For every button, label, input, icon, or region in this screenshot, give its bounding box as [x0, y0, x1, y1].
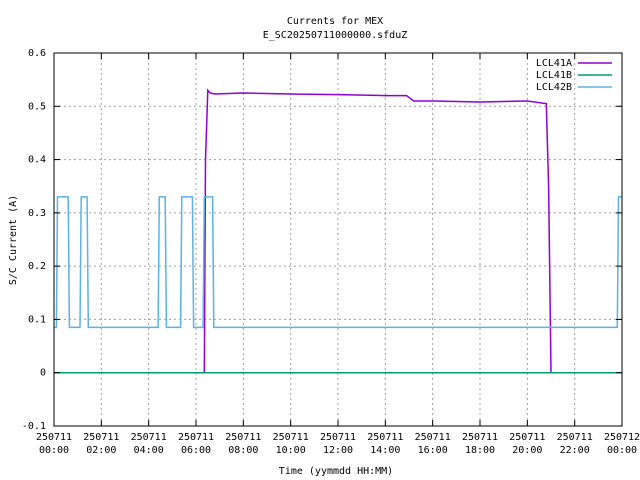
y-tick-label: 0.2: [28, 261, 46, 272]
x-tick-label-date: 250711: [273, 432, 309, 443]
legend-label: LCL41B: [536, 70, 572, 81]
y-tick-label: 0.4: [28, 155, 46, 166]
legend-label: LCL41A: [536, 58, 572, 69]
y-tick-label: 0.1: [28, 314, 46, 325]
x-tick-label-date: 250711: [131, 432, 167, 443]
x-tick-label-date: 250711: [320, 432, 356, 443]
x-tick-label-date: 250711: [367, 432, 403, 443]
chart-subtitle: E_SC20250711000000.sfduZ: [263, 30, 408, 41]
grid: [54, 53, 622, 426]
x-tick-label-date: 250711: [83, 432, 119, 443]
y-axis-label: S/C Current (A): [8, 195, 19, 285]
y-tick-label: 0.5: [28, 101, 46, 112]
x-tick-label-date: 250711: [509, 432, 545, 443]
x-tick-label-date: 250711: [462, 432, 498, 443]
y-tick-label: 0.6: [28, 48, 46, 59]
x-tick-label-date: 250712: [604, 432, 640, 443]
x-tick-label-date: 250711: [557, 432, 593, 443]
x-tick-label-time: 22:00: [560, 445, 590, 456]
y-tick-label: 0.3: [28, 208, 46, 219]
x-axis-label: Time (yymmdd HH:MM): [279, 466, 393, 477]
x-tick-label-time: 10:00: [276, 445, 306, 456]
x-tick-label-date: 250711: [36, 432, 72, 443]
series-line-lcl41a: [54, 88, 622, 374]
x-tick-label-date: 250711: [415, 432, 451, 443]
x-tick-label-time: 00:00: [607, 445, 637, 456]
x-tick-label-time: 12:00: [323, 445, 353, 456]
y-tick-label: 0: [40, 368, 46, 379]
x-tick-label-time: 02:00: [86, 445, 116, 456]
x-tick-label-time: 08:00: [228, 445, 258, 456]
x-tick-label-time: 14:00: [370, 445, 400, 456]
series-lines: [54, 88, 622, 374]
x-tick-label-time: 20:00: [512, 445, 542, 456]
chart-title: Currents for MEX: [287, 16, 383, 27]
y-tick-label: -0.1: [22, 421, 46, 432]
x-tick-label-date: 250711: [178, 432, 214, 443]
axes: -0.1 0 0.1 0.2 0.3 0.4 0.5 0.6 250711 00:00 250711…: [22, 48, 640, 456]
legend-label: LCL42B: [536, 82, 572, 93]
x-tick-label-time: 06:00: [181, 445, 211, 456]
x-tick-label-time: 16:00: [418, 445, 448, 456]
series-line-lcl42b: [54, 196, 622, 329]
x-tick-label-time: 04:00: [134, 445, 164, 456]
plot-border: [53, 52, 623, 427]
x-tick-label-time: 18:00: [465, 445, 495, 456]
x-tick-label-time: 00:00: [39, 445, 69, 456]
x-tick-label-date: 250711: [225, 432, 261, 443]
